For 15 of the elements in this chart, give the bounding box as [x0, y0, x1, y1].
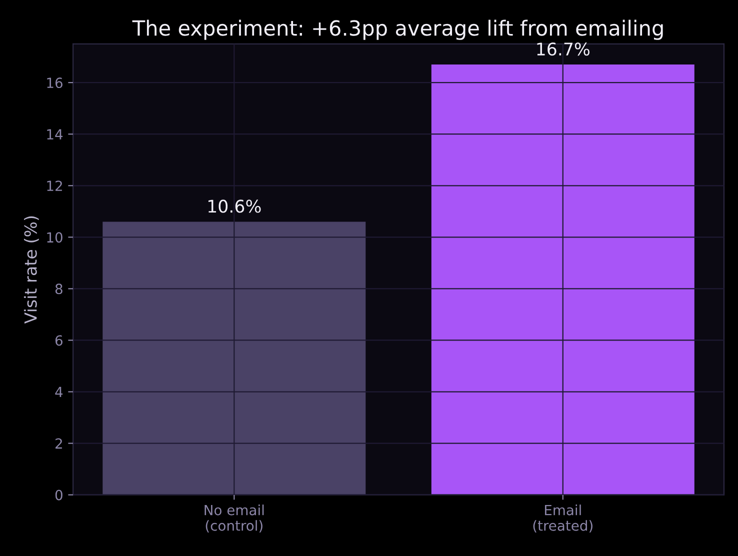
y-tick-label: 6: [55, 335, 62, 346]
data-label: 10.6%: [208, 200, 261, 213]
y-tick-label: 10: [47, 232, 62, 243]
y-tick-label: 12: [47, 180, 62, 191]
y-tick-label: 2: [56, 438, 62, 449]
y-tick-label: 16: [47, 78, 62, 88]
y-tick-label: 4: [55, 386, 63, 398]
x-tick-label: No email (control): [204, 504, 264, 532]
y-tick-label: 0: [55, 490, 62, 500]
y-tick-label: 14: [47, 129, 63, 140]
y-tick-label: 8: [55, 284, 62, 294]
chart-title: The experiment: +6.3pp average lift from emailing: [132, 20, 663, 40]
x-tick-label: Email (treated): [533, 504, 592, 532]
data-label: 16.7%: [537, 42, 590, 56]
y-axis-title: Visit rate (%): [24, 216, 39, 324]
